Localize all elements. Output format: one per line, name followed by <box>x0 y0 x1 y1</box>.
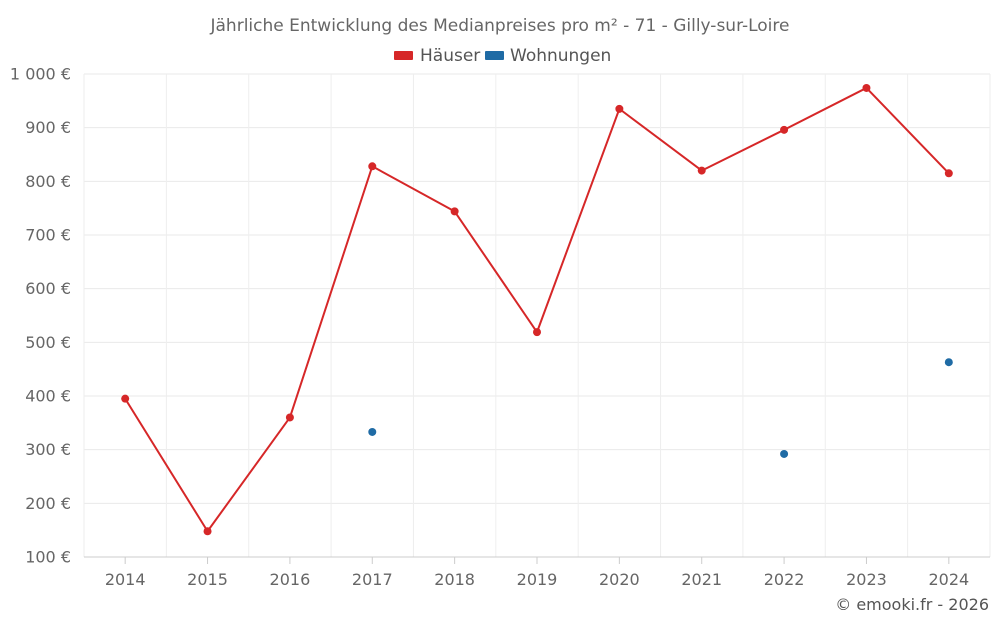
y-tick-label: 500 € <box>25 333 71 352</box>
y-tick-label: 1 000 € <box>10 65 71 84</box>
legend-label-apartments: Wohnungen <box>510 46 611 66</box>
legend-item-houses[interactable]: Häuser <box>394 46 480 66</box>
data-point-houses[interactable] <box>780 125 789 134</box>
y-tick-label: 400 € <box>25 387 71 406</box>
x-tick-label: 2022 <box>764 570 805 589</box>
x-tick-label: 2018 <box>434 570 475 589</box>
legend-swatch-houses <box>394 51 413 60</box>
y-tick-label: 900 € <box>25 118 71 137</box>
data-point-houses[interactable] <box>862 83 871 92</box>
legend: Häuser Wohnungen <box>394 46 611 66</box>
data-point-houses[interactable] <box>450 207 459 216</box>
x-tick-label: 2015 <box>187 570 228 589</box>
chart-title: Jährliche Entwicklung des Medianpreises … <box>210 16 790 36</box>
y-tick-label: 700 € <box>25 226 71 245</box>
legend-swatch-apartments <box>485 51 504 60</box>
y-tick-label: 600 € <box>25 279 71 298</box>
data-point-houses[interactable] <box>944 169 953 178</box>
data-point-houses[interactable] <box>368 162 377 171</box>
x-tick-label: 2020 <box>599 570 640 589</box>
data-point-apartments[interactable] <box>368 427 377 436</box>
data-point-apartments[interactable] <box>944 358 953 367</box>
series-houses <box>121 83 953 536</box>
y-tick-label: 300 € <box>25 440 71 459</box>
series-apartments <box>368 358 953 458</box>
legend-label-houses: Häuser <box>420 46 480 66</box>
x-tick-label: 2016 <box>270 570 311 589</box>
data-point-houses[interactable] <box>533 328 541 337</box>
data-point-apartments[interactable] <box>780 449 789 458</box>
y-tick-label: 100 € <box>25 548 71 567</box>
data-point-houses[interactable] <box>203 527 212 536</box>
legend-item-apartments[interactable]: Wohnungen <box>485 46 611 66</box>
credit-text: © emooki.fr - 2026 <box>835 595 989 614</box>
data-point-houses[interactable] <box>697 166 706 175</box>
x-tick-label: 2014 <box>105 570 146 589</box>
grid <box>83 73 991 557</box>
data-point-houses[interactable] <box>615 104 624 113</box>
x-tick-label: 2019 <box>517 570 558 589</box>
x-tick-label: 2017 <box>352 570 393 589</box>
x-tick-label: 2023 <box>846 570 887 589</box>
series-layer <box>121 83 953 536</box>
axes: 100 € 200 € 300 € 400 € 500 € 600 € 700 € 800 €… <box>10 65 990 589</box>
y-tick-label: 800 € <box>25 172 71 191</box>
data-point-houses[interactable] <box>285 413 294 422</box>
y-tick-label: 200 € <box>25 494 71 513</box>
x-tick-label: 2024 <box>928 570 969 589</box>
x-tick-label: 2021 <box>681 570 722 589</box>
data-point-houses[interactable] <box>121 394 130 403</box>
